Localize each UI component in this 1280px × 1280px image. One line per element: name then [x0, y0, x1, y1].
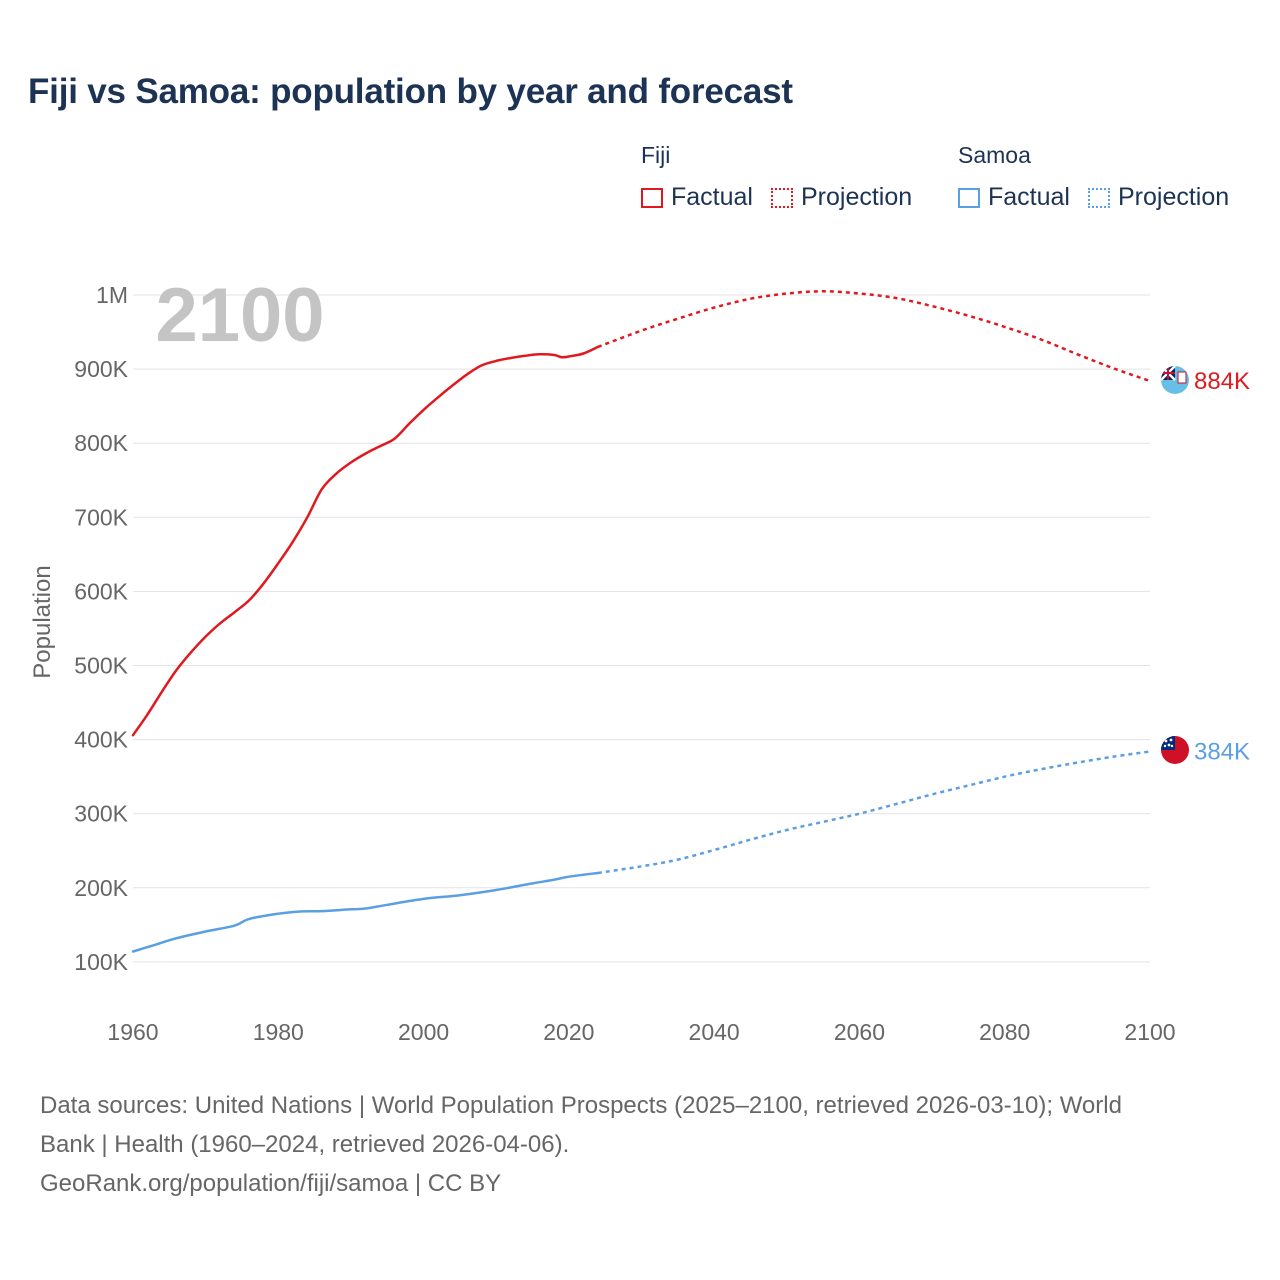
series-line-samoa-factual — [131, 871, 600, 953]
sources-line-1: Data sources: United Nations | World Pop… — [40, 1092, 1122, 1119]
x-tick-label-0: 1960 — [107, 1019, 158, 1045]
legend-label-samoa-factual: Factual — [988, 183, 1070, 211]
x-axis-ticks: 1960 1980 2000 2020 2040 2060 2080 2100 — [107, 1019, 1175, 1045]
legend-heading-fiji: Fiji — [641, 142, 671, 168]
x-tick-label-3: 2020 — [543, 1019, 594, 1045]
legend-group-fiji: Fiji Factual Projection — [641, 142, 930, 212]
y-tick-label-2: 300K — [74, 801, 128, 827]
legend-heading-samoa: Samoa — [958, 142, 1031, 168]
y-axis-ticks: 100K 200K 300K 400K 500K 600K 700K 800K 900K 1M — [74, 282, 128, 975]
end-label-fiji: 884K — [1194, 368, 1250, 395]
x-tick-label-1: 1980 — [253, 1019, 304, 1045]
legend-group-samoa: Samoa Factual Projection — [958, 142, 1247, 212]
x-tick-label-5: 2060 — [834, 1019, 885, 1045]
legend-label-fiji-factual: Factual — [671, 183, 753, 211]
y-tick-label-4: 500K — [74, 653, 128, 679]
chart-title: Fiji vs Samoa: population by year and fo… — [28, 72, 793, 111]
sources-line-3: GeoRank.org/population/fiji/samoa | CC B… — [40, 1170, 502, 1197]
y-tick-label-7: 800K — [74, 430, 128, 456]
grid-lines — [133, 294, 1150, 963]
y-axis-label: Population — [29, 565, 56, 678]
x-tick-label-7: 2100 — [1124, 1019, 1175, 1045]
y-tick-label-8: 900K — [74, 356, 128, 382]
legend-item-fiji-factual[interactable]: Factual — [641, 183, 753, 212]
legend-item-samoa-projection[interactable]: Projection — [1087, 183, 1230, 212]
y-tick-label-0: 100K — [74, 949, 128, 975]
x-tick-label-2: 2000 — [398, 1019, 449, 1045]
legend-label-samoa-projection: Projection — [1117, 183, 1230, 211]
legend-label-fiji-projection: Projection — [800, 183, 913, 211]
legend-item-samoa-factual[interactable]: Factual — [958, 183, 1070, 212]
series-line-fiji-projection — [597, 290, 1151, 383]
legend-swatch-samoa-projection — [1087, 187, 1110, 208]
x-tick-label-6: 2080 — [979, 1019, 1030, 1045]
series-line-fiji-factual — [131, 345, 600, 737]
y-tick-label-1: 200K — [74, 875, 128, 901]
y-tick-label-6: 700K — [74, 504, 128, 530]
y-tick-label-3: 400K — [74, 727, 128, 753]
fiji-flag-icon — [1161, 366, 1189, 394]
end-label-samoa: 384K — [1194, 738, 1250, 765]
sources-line-2: Bank | Health (1960–2024, retrieved 2026… — [40, 1131, 570, 1158]
legend-item-fiji-projection[interactable]: Projection — [770, 183, 913, 212]
year-overlay: 2100 — [155, 273, 324, 358]
data-sources: Data sources: United Nations | World Pop… — [40, 1086, 1240, 1203]
series-layer: 884K 384K — [131, 290, 1250, 953]
legend-swatch-samoa-factual — [958, 187, 980, 208]
x-tick-label-4: 2040 — [689, 1019, 740, 1045]
samoa-flag-icon — [1161, 736, 1189, 764]
legend-swatch-fiji-projection — [770, 187, 793, 208]
series-line-samoa-projection — [597, 750, 1151, 875]
legend-swatch-fiji-factual — [641, 187, 663, 208]
y-tick-label-9: 1M — [96, 282, 128, 308]
y-tick-label-5: 600K — [74, 578, 128, 604]
